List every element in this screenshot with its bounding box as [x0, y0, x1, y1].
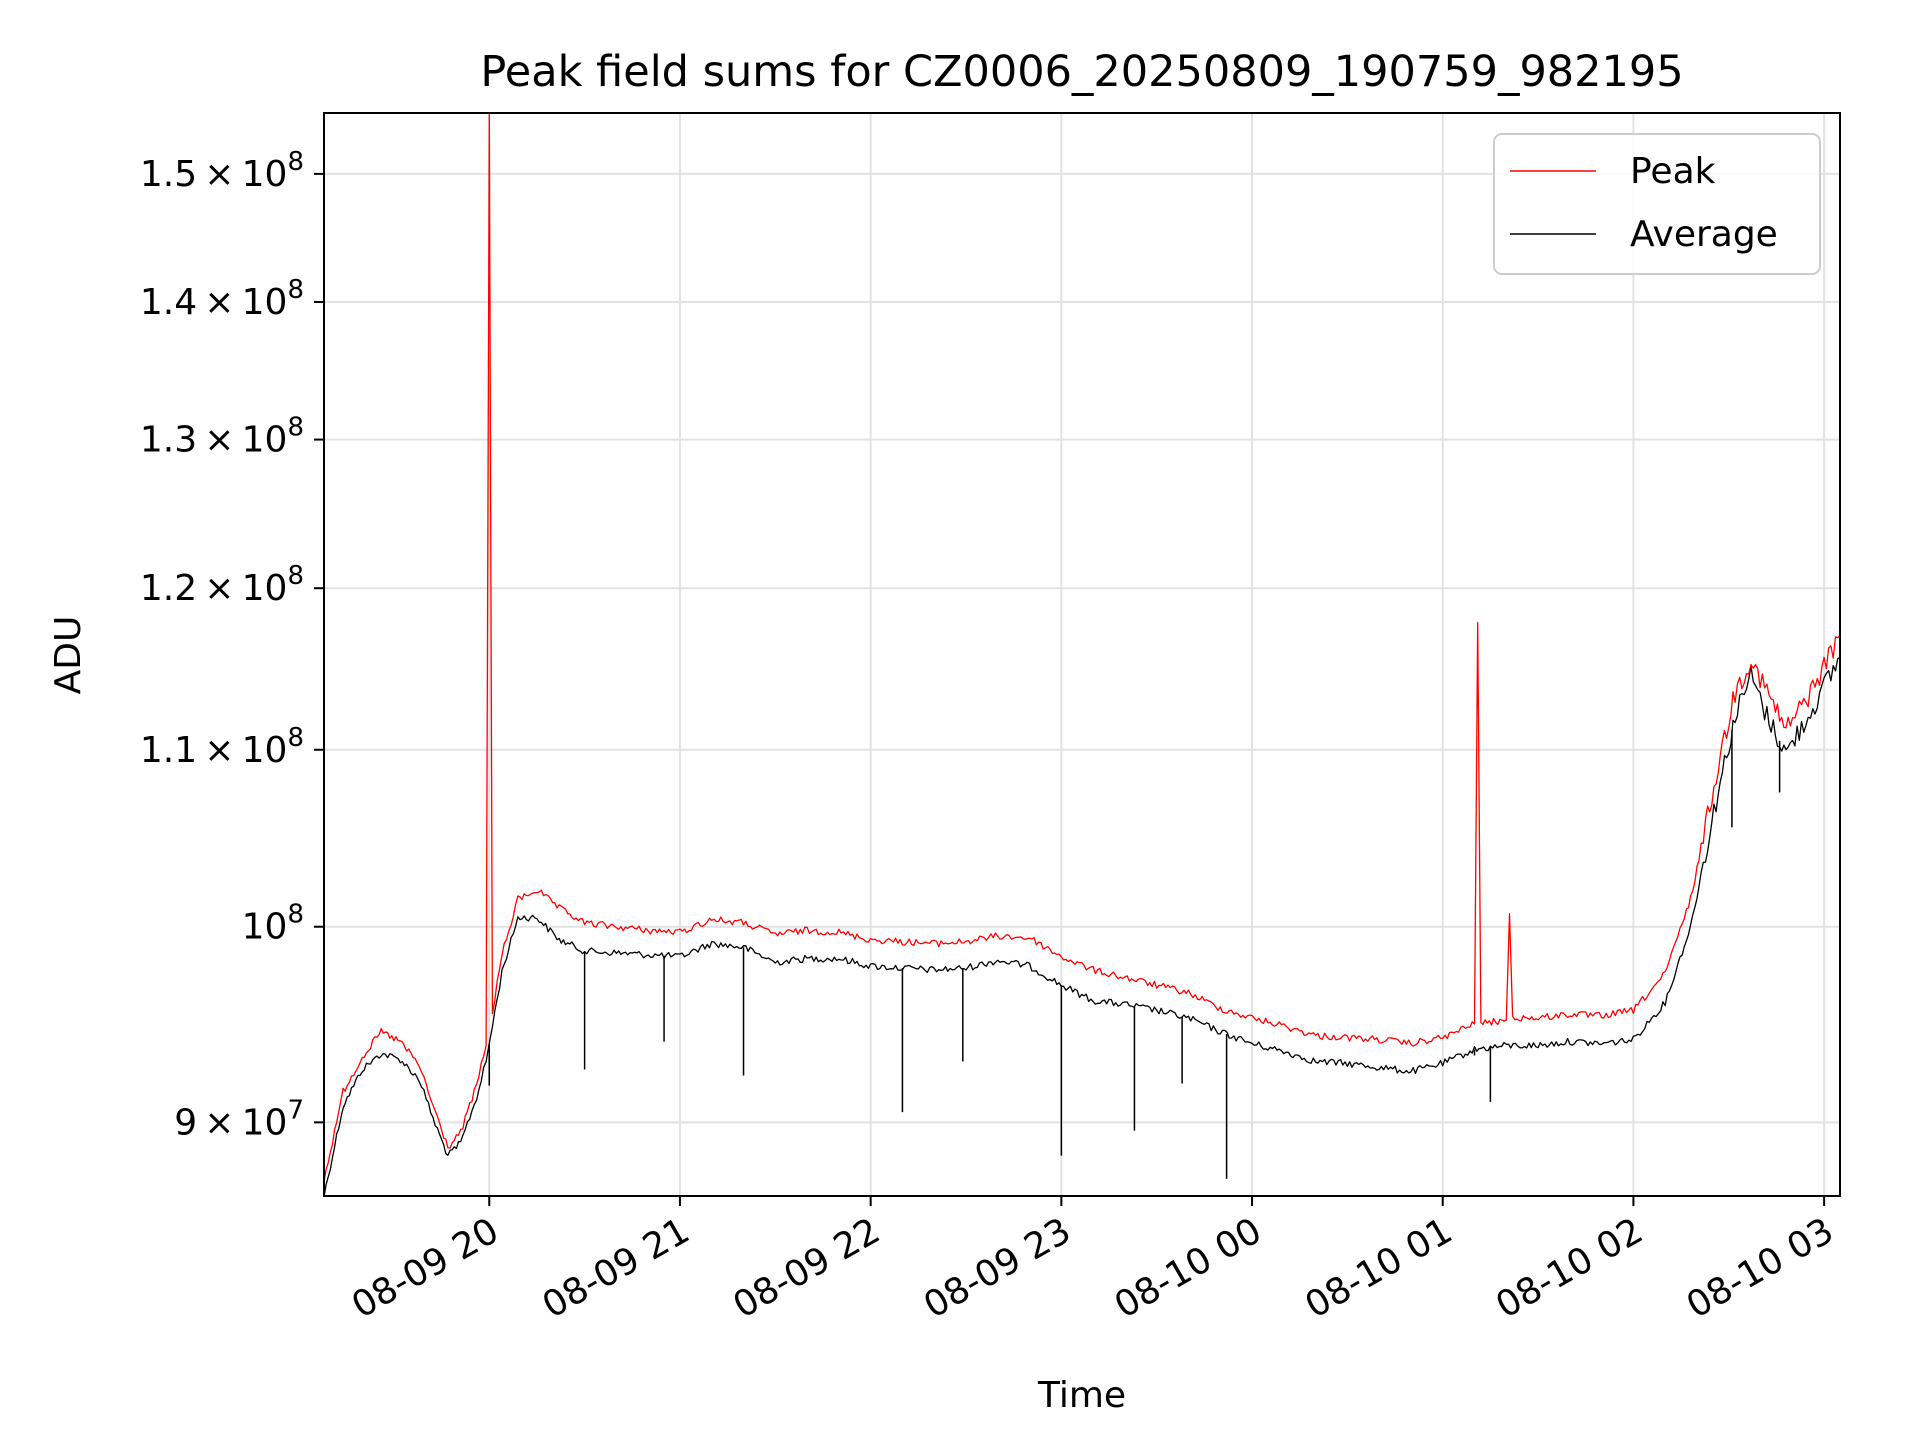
series-group — [324, 113, 1840, 1196]
y-tick-label: 1.3 × 108 — [140, 413, 304, 461]
chart-title: Peak field sums for CZ0006_20250809_1907… — [480, 47, 1683, 97]
y-tick-label: 1.4 × 108 — [140, 275, 304, 323]
y-tick-label: 1.5 × 108 — [140, 147, 304, 195]
legend: Peak Average — [1493, 133, 1821, 275]
plot-frame — [323, 112, 1841, 1197]
legend-box — [1493, 133, 1821, 275]
legend-label-peak: Peak — [1630, 151, 1716, 192]
y-axis-label: ADU — [48, 616, 89, 695]
y-tick-label: 108 — [242, 900, 304, 948]
legend-label-average: Average — [1630, 214, 1778, 255]
y-tick-label: 9 × 107 — [174, 1095, 304, 1143]
x-axis-label: Time — [1037, 1375, 1126, 1416]
y-axis: 9 × 107 108 1.1 × 108 1.2 × 108 1.3 × 108 1.4… — [140, 147, 324, 1143]
grid-lines — [324, 113, 1840, 1196]
series-line-average — [324, 657, 1840, 1196]
y-tick-label: 1.1 × 108 — [140, 723, 304, 771]
y-tick-label: 1.2 × 108 — [140, 561, 304, 609]
series-line-peak — [324, 113, 1840, 1183]
